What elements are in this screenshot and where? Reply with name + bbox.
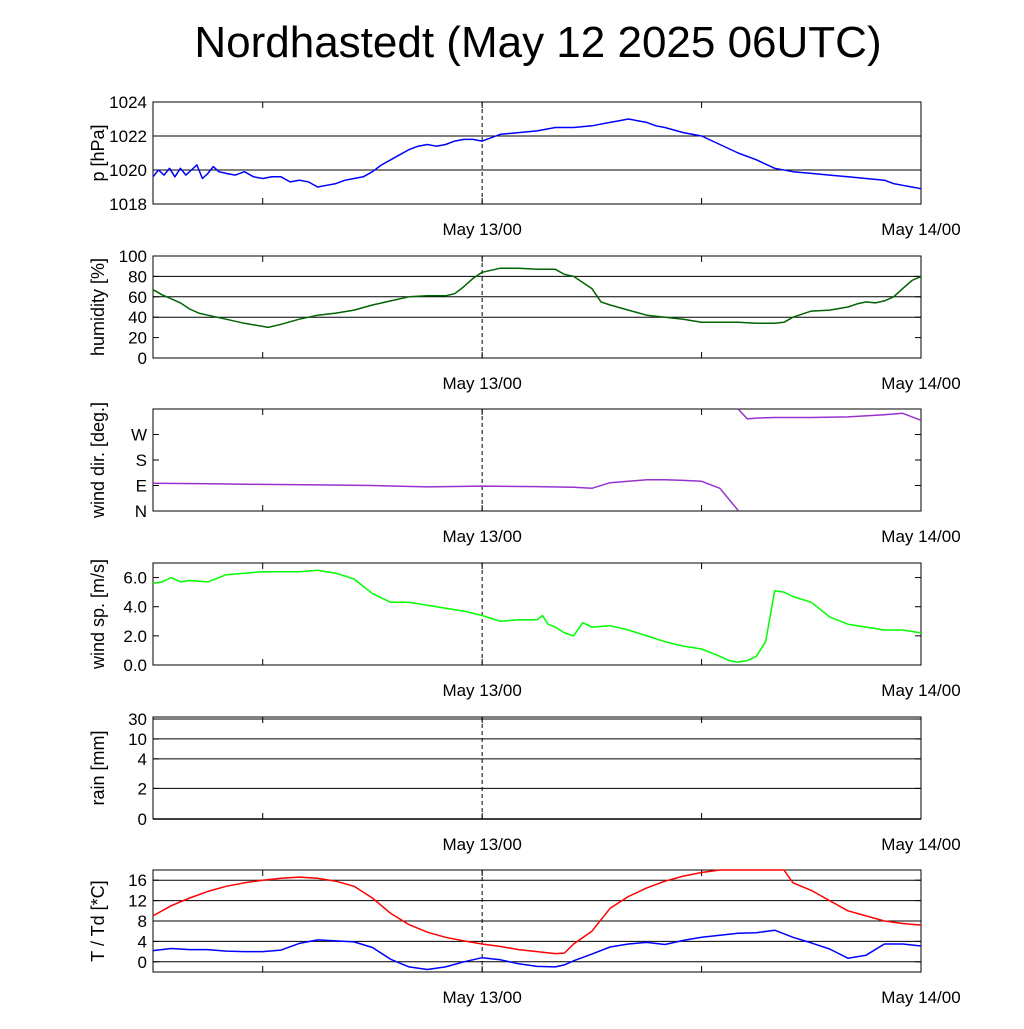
x-tick-label: May 13/00 [442, 220, 521, 239]
x-tick-label: May 13/00 [442, 374, 521, 393]
y-tick-label: 8 [138, 912, 147, 931]
series-line [152, 267, 922, 329]
y-tick-label: 4.0 [123, 598, 147, 617]
y-tick-label: 40 [128, 308, 147, 327]
series-line [737, 408, 922, 422]
x-tick-label: May 14/00 [881, 220, 960, 239]
x-tick-label: May 13/00 [442, 681, 521, 700]
series-line [152, 479, 739, 511]
y-tick-label: 12 [128, 892, 147, 911]
panel-frame [152, 101, 922, 205]
y-tick-label: 1018 [109, 195, 147, 214]
y-tick-label: 80 [128, 267, 147, 286]
series-line [152, 569, 922, 663]
y-tick-label: 0 [138, 810, 147, 829]
x-tick-label: May 14/00 [881, 527, 960, 546]
y-tick-label: 20 [128, 329, 147, 348]
y-tick-label: 100 [119, 247, 147, 266]
y-tick-label: 0 [138, 953, 147, 972]
y-tick-label: 4 [138, 932, 147, 951]
y-tick-label: 2 [138, 779, 147, 798]
y-tick-label: 4 [138, 750, 147, 769]
y-tick-label: 60 [128, 288, 147, 307]
series-line [152, 869, 922, 955]
x-tick-label: May 14/00 [881, 681, 960, 700]
y-tick-label: 0 [138, 349, 147, 368]
x-tick-label: May 14/00 [881, 374, 960, 393]
y-tick-label: E [136, 477, 147, 496]
y-tick-label: 6.0 [123, 569, 147, 588]
y-axis-label: humidity [%] [88, 258, 108, 356]
x-tick-label: May 13/00 [442, 835, 521, 854]
chart-title: Nordhastedt (May 12 2025 06UTC) [194, 18, 882, 67]
y-tick-label: N [135, 502, 147, 521]
y-tick-label: 16 [128, 871, 147, 890]
y-tick-label: W [131, 426, 147, 445]
panel-frame [152, 562, 922, 666]
y-tick-label: 1020 [109, 161, 147, 180]
x-tick-label: May 13/00 [442, 988, 521, 1007]
y-tick-label: 10 [128, 730, 147, 749]
panel-frame [152, 408, 922, 512]
y-axis-label: wind dir. [deg.] [88, 402, 108, 519]
panel-frame [152, 255, 922, 359]
y-tick-label: 2.0 [123, 627, 147, 646]
y-axis-label: p [hPa] [88, 124, 108, 181]
y-tick-label: 0.0 [123, 656, 147, 675]
y-axis-label: T / Td [*C] [88, 880, 108, 961]
y-axis-label: wind sp. [m/s] [88, 559, 108, 670]
y-tick-label: 30 [128, 710, 147, 729]
y-axis-label: rain [mm] [88, 730, 108, 805]
y-tick-label: 1024 [109, 93, 147, 112]
panel-frame [152, 716, 922, 820]
x-tick-label: May 13/00 [442, 527, 521, 546]
y-tick-label: 1022 [109, 127, 147, 146]
series-line [152, 118, 922, 190]
x-tick-label: May 14/00 [881, 988, 960, 1007]
series-line [152, 929, 922, 971]
x-tick-label: May 14/00 [881, 835, 960, 854]
y-tick-label: S [136, 451, 147, 470]
